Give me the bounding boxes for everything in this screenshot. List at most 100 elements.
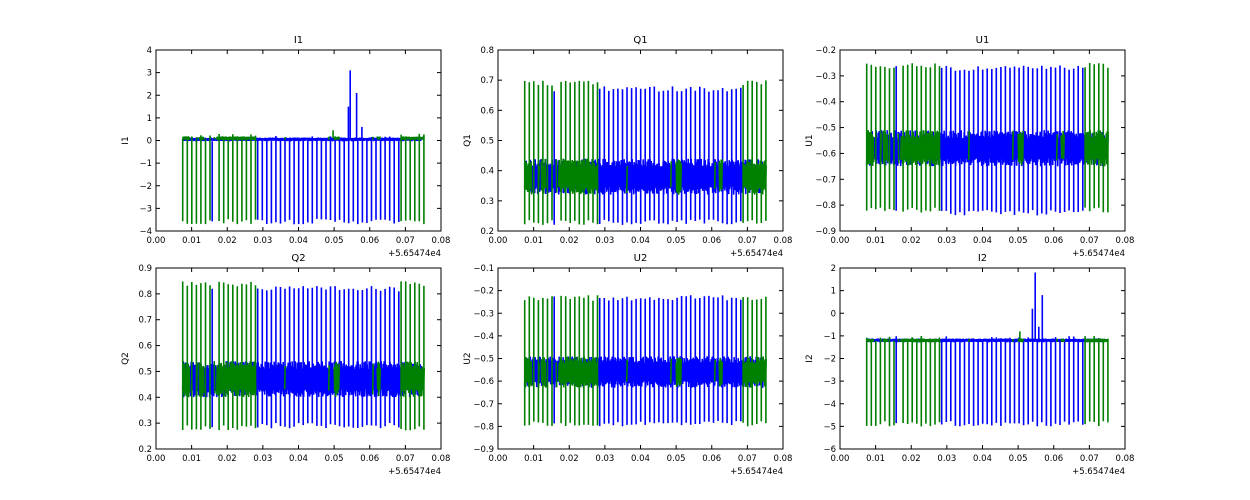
x-tick-label: 0.07 [738,236,757,246]
y-tick-label: −1 [823,332,836,342]
series-line-green [523,295,767,427]
x-tick-label: 0.07 [1080,236,1099,246]
x-tick-label: 0.05 [667,454,686,464]
y-tick-label: 0.3 [480,197,494,207]
y-tick-label: −0.8 [473,422,494,432]
y-tick-label: −0.3 [815,72,836,82]
series-line-blue [181,70,422,225]
y-tick-label: −6 [823,445,836,455]
y-tick-label: −2 [139,182,152,192]
y-tick-label: 0.5 [480,137,494,147]
y-tick-label: −2 [823,355,836,365]
y-tick-label: 0.3 [138,419,152,429]
x-tick-label: 0.06 [702,236,721,246]
y-tick-label: 0.9 [138,264,152,274]
series-line-green [865,331,1109,427]
x-offset-label: +5.65474e4 [730,467,783,477]
y-tick-label: 0.6 [480,106,494,116]
y-axis-label: U2 [463,352,473,364]
x-offset-label: +5.65474e4 [388,467,441,477]
x-tick-label: 0.08 [774,236,793,246]
y-tick-label: 2 [831,264,836,274]
subplot-title: U2 [634,253,648,264]
y-tick-label: 1 [831,287,836,297]
x-tick-label: 0.01 [866,236,885,246]
x-tick-label: 0.00 [489,454,508,464]
y-tick-label: −0.8 [815,201,836,211]
subplot-i1: 0.00 0.01 0.02 0.03 0.04 0.05 0.06 0.07 0.08 4 3 2 1… [121,35,450,259]
x-tick-label: 0.08 [1116,236,1135,246]
x-offset-label: +5.65474e4 [1072,467,1125,477]
y-tick-label: −0.3 [473,309,494,319]
series-line-green [523,80,767,225]
x-tick-label: 0.01 [866,454,885,464]
y-tick-label: 2 [147,91,152,101]
y-tick-label: 0.2 [480,227,494,237]
y-tick-label: −0.9 [815,227,836,237]
y-tick-label: −0.5 [473,355,494,365]
x-tick-label: 0.01 [524,236,543,246]
y-tick-label: −3 [823,377,836,387]
y-tick-label: −0.4 [473,332,494,342]
subplot-title: I2 [978,253,987,264]
y-axis-label: Q1 [463,134,473,147]
subplot-u1: 0.00 0.01 0.02 0.03 0.04 0.05 0.06 0.07 0.08 −0.2… [805,35,1134,259]
x-tick-label: 0.05 [1009,236,1028,246]
x-tick-label: 0.00 [831,454,850,464]
x-tick-label: 0.02 [902,236,921,246]
x-tick-label: 0.00 [831,236,850,246]
x-tick-label: 0.05 [667,236,686,246]
x-tick-label: 0.08 [774,454,793,464]
x-tick-label: 0.03 [937,236,956,246]
y-tick-label: −4 [823,400,836,410]
x-tick-label: 0.03 [253,454,272,464]
x-tick-label: 0.04 [973,454,992,464]
x-tick-label: 0.07 [396,454,415,464]
y-tick-label: 0.4 [138,393,152,403]
y-tick-label: 0.2 [138,445,152,455]
series-line-green [181,281,425,431]
x-tick-label: 0.01 [182,454,201,464]
y-tick-label: 0 [147,137,152,147]
y-tick-label: 0.7 [480,76,494,86]
x-tick-label: 0.01 [524,454,543,464]
x-tick-label: 0.00 [147,454,166,464]
x-tick-label: 0.03 [595,236,614,246]
x-tick-label: 0.06 [702,454,721,464]
y-axis-label: I1 [121,136,131,144]
x-tick-label: 0.03 [595,454,614,464]
subplot-q2: 0.00 0.01 0.02 0.03 0.04 0.05 0.06 0.07 0.08 0.9 0… [121,253,450,477]
y-tick-label: −0.6 [815,149,836,159]
x-tick-label: 0.01 [182,236,201,246]
subplot-u2: 0.00 0.01 0.02 0.03 0.04 0.05 0.06 0.07 0.08 −0.1… [463,253,792,477]
y-tick-label: −5 [823,422,836,432]
x-tick-label: 0.08 [432,236,451,246]
series-line-blue [865,272,1106,427]
series-line-blue [181,286,422,429]
x-tick-label: 0.06 [360,236,379,246]
x-offset-label: +5.65474e4 [730,249,783,259]
y-tick-label: −0.1 [473,264,494,274]
x-tick-label: 0.02 [218,454,237,464]
y-tick-label: 0.7 [138,316,152,326]
x-tick-label: 0.06 [1044,236,1063,246]
subplot-i2: 0.00 0.01 0.02 0.03 0.04 0.05 0.06 0.07 0.08 2 1 0 −… [805,253,1134,477]
x-tick-label: 0.08 [432,454,451,464]
x-tick-label: 0.04 [631,236,650,246]
x-tick-label: 0.04 [289,454,308,464]
y-tick-label: 0.4 [480,167,494,177]
y-tick-label: 4 [147,46,152,56]
y-axis-label: U1 [805,134,815,146]
y-tick-label: 3 [147,69,152,79]
series-line-blue [865,65,1106,216]
y-axis-label: Q2 [121,352,131,365]
y-tick-label: 0.8 [138,290,152,300]
y-tick-label: −0.2 [473,287,494,297]
x-tick-label: 0.03 [937,454,956,464]
subplot-title: Q1 [633,35,647,46]
x-tick-label: 0.05 [325,454,344,464]
y-tick-label: −1 [139,159,152,169]
series-line-green [181,130,425,225]
series-line-blue [523,86,764,225]
